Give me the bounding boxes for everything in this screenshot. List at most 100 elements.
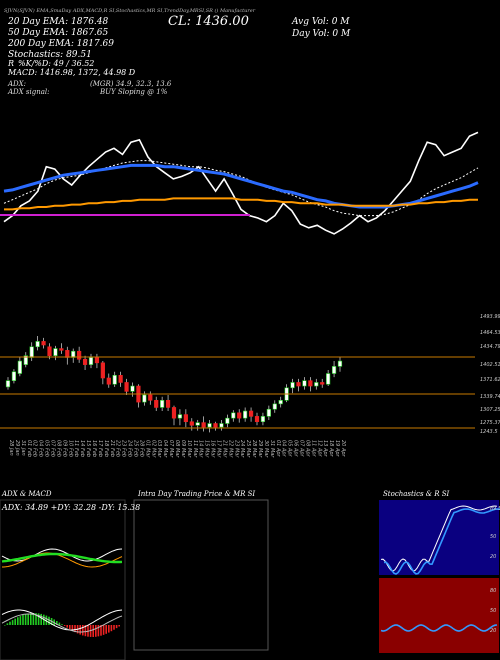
macd-histogram-bar bbox=[69, 625, 71, 630]
candle bbox=[35, 336, 40, 351]
macd-histogram-bar bbox=[63, 625, 66, 626]
price-tick-label: 1243.5 bbox=[480, 429, 498, 435]
macd-histogram-bar bbox=[92, 625, 94, 637]
price-tick-label: 1307.25 bbox=[480, 407, 500, 413]
macd-histogram-bar bbox=[61, 624, 63, 625]
adx-values: (MGR) 34.9, 32.3, 13.6 bbox=[90, 80, 172, 88]
ema20-readout: 20 Day EMA: 1876.48 bbox=[8, 17, 109, 27]
macd-histogram-bar bbox=[110, 625, 113, 632]
macd-histogram-bar bbox=[37, 613, 40, 625]
adx-line bbox=[1, 552, 123, 564]
ema50-value: 1867.65 bbox=[71, 28, 109, 38]
date-tick-label: 24 Mar bbox=[239, 440, 245, 458]
date-tick-label: 12 Apr bbox=[316, 440, 322, 458]
adx-macd-title: ADX & MACD bbox=[2, 490, 52, 498]
macd-histogram-bar bbox=[17, 617, 19, 625]
date-tick-label: 14 Feb bbox=[79, 440, 85, 457]
macd-histogram-bar bbox=[35, 613, 37, 625]
macd-histogram-bar bbox=[84, 625, 87, 637]
date-tick-label: 30 Mar bbox=[263, 440, 269, 458]
rsi-level-label: 50 bbox=[490, 608, 496, 614]
candle bbox=[17, 357, 22, 377]
adx-minus-di-line bbox=[2, 552, 123, 568]
candle bbox=[154, 396, 159, 412]
date-tick-label: 09 Mar bbox=[180, 440, 186, 458]
macd-histogram-bar bbox=[56, 620, 58, 625]
candle bbox=[260, 412, 266, 426]
macd-histogram-bar bbox=[100, 625, 102, 636]
candle bbox=[213, 421, 218, 431]
date-tick-label: 01 Feb bbox=[26, 440, 32, 457]
candle bbox=[65, 346, 70, 365]
macd-readout: MACD: 1416.98, 1372, 44.98 D bbox=[8, 68, 136, 77]
date-tick-label: 09 Feb bbox=[61, 440, 67, 457]
adx-signal-value: BUY Sloping @ 1% bbox=[100, 88, 168, 96]
date-tick-label: 18 Apr bbox=[328, 440, 334, 458]
macd-histogram-bar bbox=[4, 625, 6, 626]
date-tick-label: 22 Mar bbox=[227, 440, 233, 458]
price-axis: 1493.99 1464.53 1434.79 1402.51 1371.62 1339.… bbox=[480, 314, 500, 435]
candle bbox=[59, 343, 64, 354]
candle bbox=[41, 337, 46, 349]
price-tick-label: 1493.99 bbox=[480, 314, 500, 320]
macd-histogram-bar bbox=[22, 615, 24, 625]
macd-histogram-bar bbox=[30, 613, 32, 625]
date-tick-label: 07 Mar bbox=[168, 440, 174, 458]
date-tick-label: 16 Mar bbox=[210, 440, 216, 458]
macd-histogram-bar bbox=[48, 616, 50, 625]
candle bbox=[272, 400, 277, 413]
macd-histogram-bar bbox=[97, 625, 100, 637]
ema20-label: 20 Day EMA bbox=[8, 17, 66, 27]
date-tick-label: 07 Feb bbox=[50, 440, 56, 457]
date-tick-label: 05 Apr bbox=[287, 440, 293, 458]
day-volume: Day Vol: 0 M bbox=[292, 29, 351, 39]
adx-plus-di-line bbox=[1, 548, 123, 562]
adx-macd-readout: ADX: 34.89 +DY: 32.28 -DY: 15.38 bbox=[2, 503, 141, 512]
date-tick-label: 15 Feb bbox=[85, 440, 91, 457]
macd-histogram-bar bbox=[113, 625, 115, 630]
date-tick-label: 07 Apr bbox=[299, 440, 305, 458]
candle bbox=[331, 361, 337, 378]
candle bbox=[314, 378, 319, 390]
date-tick-label: 31 Mar bbox=[269, 440, 275, 458]
macd-histogram-bar bbox=[82, 625, 84, 636]
header-line: SJVN(SJVN) EMA,SmaDay ADX,MACD,R SI,Stoc… bbox=[4, 8, 256, 14]
candle bbox=[5, 377, 11, 390]
macd-histogram-bar bbox=[14, 618, 16, 625]
macd-signal-line bbox=[1, 613, 123, 633]
candle bbox=[29, 342, 34, 362]
candle bbox=[130, 382, 135, 397]
adx-macd-panel bbox=[0, 499, 126, 660]
date-tick-label: 05 Feb bbox=[44, 440, 50, 457]
date-tick-label: 17 Feb bbox=[97, 440, 103, 457]
candle bbox=[266, 405, 271, 420]
date-tick-label: 03 Mar bbox=[156, 440, 162, 458]
macd-histogram-bar bbox=[40, 613, 42, 625]
macd-histogram-bar bbox=[102, 625, 105, 635]
macd-histogram-bar bbox=[32, 613, 35, 625]
date-tick-label: 24 Feb bbox=[127, 440, 133, 457]
date-tick-label: 23 Mar bbox=[233, 440, 239, 458]
date-tick-label: 25 Mar bbox=[245, 440, 251, 458]
candle bbox=[82, 355, 88, 370]
candle bbox=[243, 407, 248, 422]
candle bbox=[88, 353, 94, 369]
date-tick-label: 10 Feb bbox=[67, 440, 73, 457]
macd-histogram-bar bbox=[95, 625, 97, 637]
candle bbox=[207, 419, 212, 433]
date-tick-label: 01 Mar bbox=[144, 440, 150, 458]
stoch-kd-readout: %K/%D: 49 / 36.52 bbox=[18, 59, 95, 68]
date-tick-label: 10 Mar bbox=[186, 440, 192, 458]
ema200-value: 1817.69 bbox=[76, 39, 114, 49]
macd-histogram-bar bbox=[118, 625, 120, 627]
date-tick-label: 15 Mar bbox=[204, 440, 210, 458]
date-tick-label: 02 Feb bbox=[32, 440, 38, 457]
ema200-readout: 200 Day EMA: 1817.69 bbox=[8, 39, 114, 49]
intraday-panel bbox=[133, 499, 269, 651]
candle bbox=[177, 409, 183, 426]
stoch-readout: Stochastics: 89.51 bbox=[8, 50, 92, 60]
candle bbox=[106, 373, 111, 388]
candle bbox=[118, 371, 123, 387]
candle bbox=[53, 345, 58, 361]
date-tick-label: 08 Mar bbox=[174, 440, 180, 458]
